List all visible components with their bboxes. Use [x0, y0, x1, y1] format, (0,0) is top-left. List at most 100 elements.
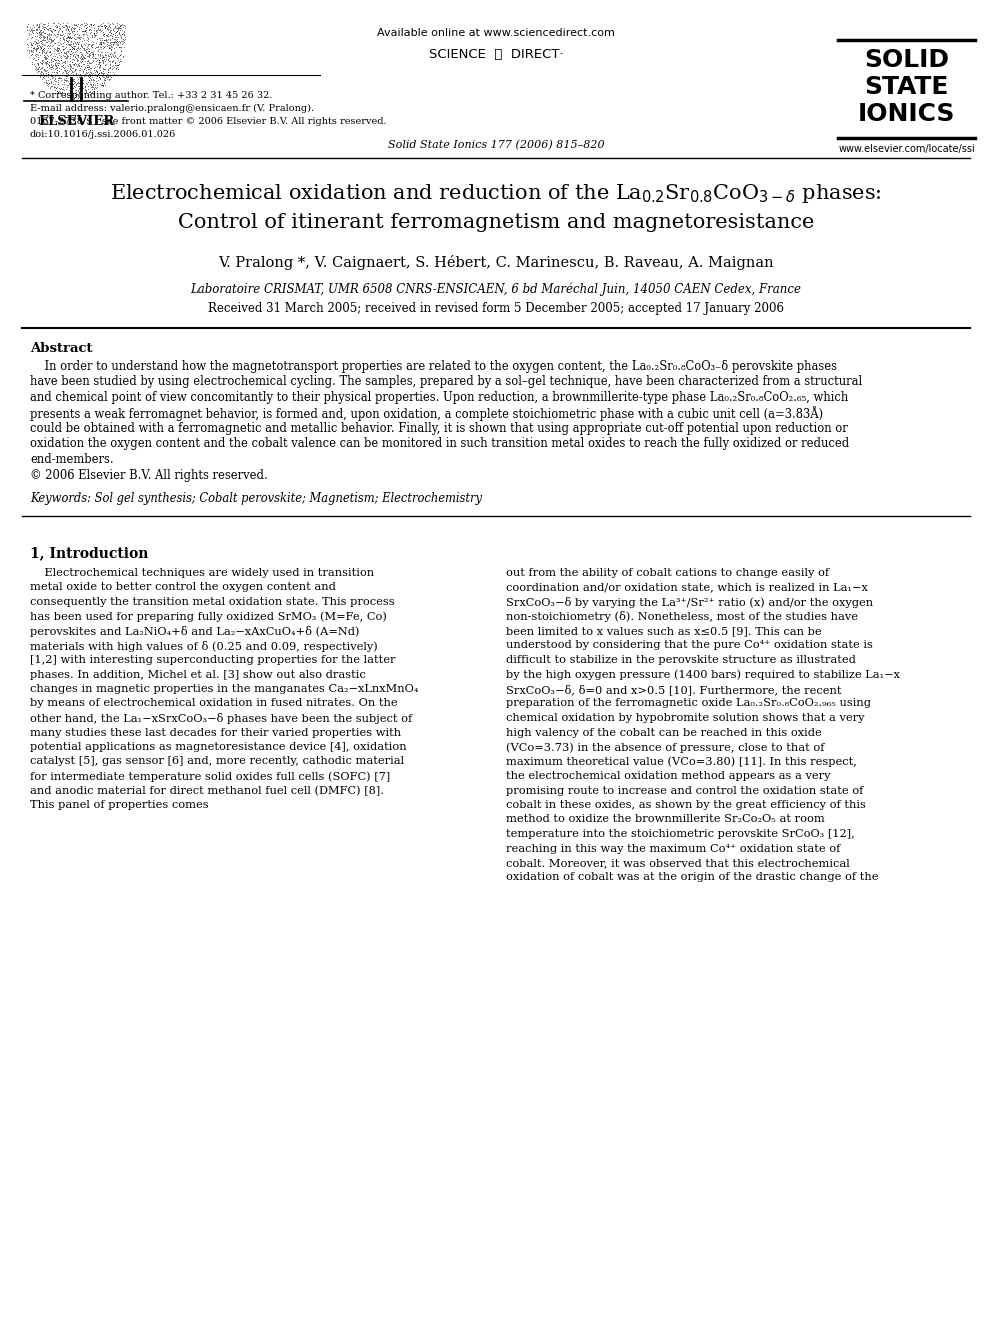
Point: [50, 61, 65, 82]
Point: [60, 66, 75, 87]
Point: [79, 36, 95, 57]
Point: [88, 61, 104, 82]
Point: [108, 26, 124, 48]
Point: [67, 74, 83, 95]
Point: [83, 66, 99, 87]
Point: [34, 16, 50, 37]
Point: [110, 32, 126, 53]
Point: [75, 28, 91, 49]
Point: [72, 52, 88, 73]
Point: [81, 42, 97, 64]
Point: [67, 53, 83, 74]
Point: [31, 24, 47, 45]
Point: [69, 73, 85, 94]
Point: [65, 77, 81, 98]
Point: [46, 12, 62, 33]
Text: Keywords: Sol gel synthesis; Cobalt perovskite; Magnetism; Electrochemistry: Keywords: Sol gel synthesis; Cobalt pero…: [30, 492, 482, 505]
Point: [62, 54, 78, 75]
Point: [67, 32, 83, 53]
Point: [30, 53, 46, 74]
Point: [68, 26, 84, 48]
Point: [90, 45, 106, 66]
Point: [31, 21, 47, 42]
Point: [49, 77, 64, 98]
Point: [27, 25, 43, 46]
Point: [51, 53, 66, 74]
Point: [25, 34, 41, 56]
Point: [92, 16, 108, 37]
Text: * Corresponding author. Tel.: +33 2 31 45 26 32.: * Corresponding author. Tel.: +33 2 31 4…: [30, 91, 273, 101]
Point: [101, 21, 117, 42]
Point: [109, 29, 125, 50]
Point: [63, 56, 79, 77]
Point: [42, 52, 58, 73]
Point: [59, 66, 74, 87]
Point: [59, 74, 74, 95]
Point: [99, 42, 115, 64]
Point: [31, 37, 47, 58]
Point: [41, 28, 57, 49]
Point: [24, 20, 40, 41]
Point: [70, 69, 86, 90]
Point: [89, 21, 105, 42]
Point: [83, 16, 99, 37]
Point: [51, 21, 66, 42]
Point: [75, 46, 91, 67]
Point: [64, 37, 80, 58]
Point: [66, 53, 82, 74]
Point: [93, 13, 109, 34]
Point: [68, 48, 84, 69]
Point: [44, 57, 60, 78]
Point: [33, 58, 49, 79]
Point: [56, 28, 71, 49]
Point: [33, 12, 49, 33]
Point: [28, 19, 44, 40]
Point: [24, 19, 40, 40]
Point: [60, 56, 75, 77]
Text: SCIENCE  ⓓ  DIRECT·: SCIENCE ⓓ DIRECT·: [429, 48, 563, 61]
Point: [83, 33, 99, 54]
Point: [79, 61, 95, 82]
Point: [85, 69, 101, 90]
Point: [109, 20, 125, 41]
Point: [88, 70, 104, 91]
Point: [55, 77, 70, 98]
Point: [56, 16, 71, 37]
Point: [51, 53, 66, 74]
Point: [39, 53, 55, 74]
Point: [109, 25, 125, 46]
Point: [102, 32, 118, 53]
Point: [60, 13, 75, 34]
Point: [111, 22, 127, 44]
Point: [66, 19, 82, 40]
Point: [29, 15, 45, 36]
Point: [85, 77, 101, 98]
Point: [33, 32, 49, 53]
Point: [52, 26, 67, 48]
Point: [106, 46, 122, 67]
Point: [91, 62, 107, 83]
Point: [93, 41, 109, 62]
Point: [103, 66, 119, 87]
Point: [82, 60, 98, 81]
Point: [52, 44, 67, 65]
Point: [86, 64, 102, 85]
Point: [51, 42, 66, 64]
Point: [35, 62, 51, 83]
Point: [74, 50, 90, 71]
Point: [34, 57, 50, 78]
Point: [56, 42, 71, 64]
Point: [35, 29, 51, 50]
Point: [65, 44, 81, 65]
Point: [37, 61, 53, 82]
Point: [44, 67, 60, 89]
Point: [71, 25, 87, 46]
Point: [30, 30, 46, 52]
Point: [56, 41, 71, 62]
Point: [76, 16, 92, 37]
Point: [39, 50, 55, 71]
Point: [35, 38, 51, 60]
Point: [99, 17, 115, 38]
Point: [75, 38, 91, 60]
Point: [68, 56, 84, 77]
